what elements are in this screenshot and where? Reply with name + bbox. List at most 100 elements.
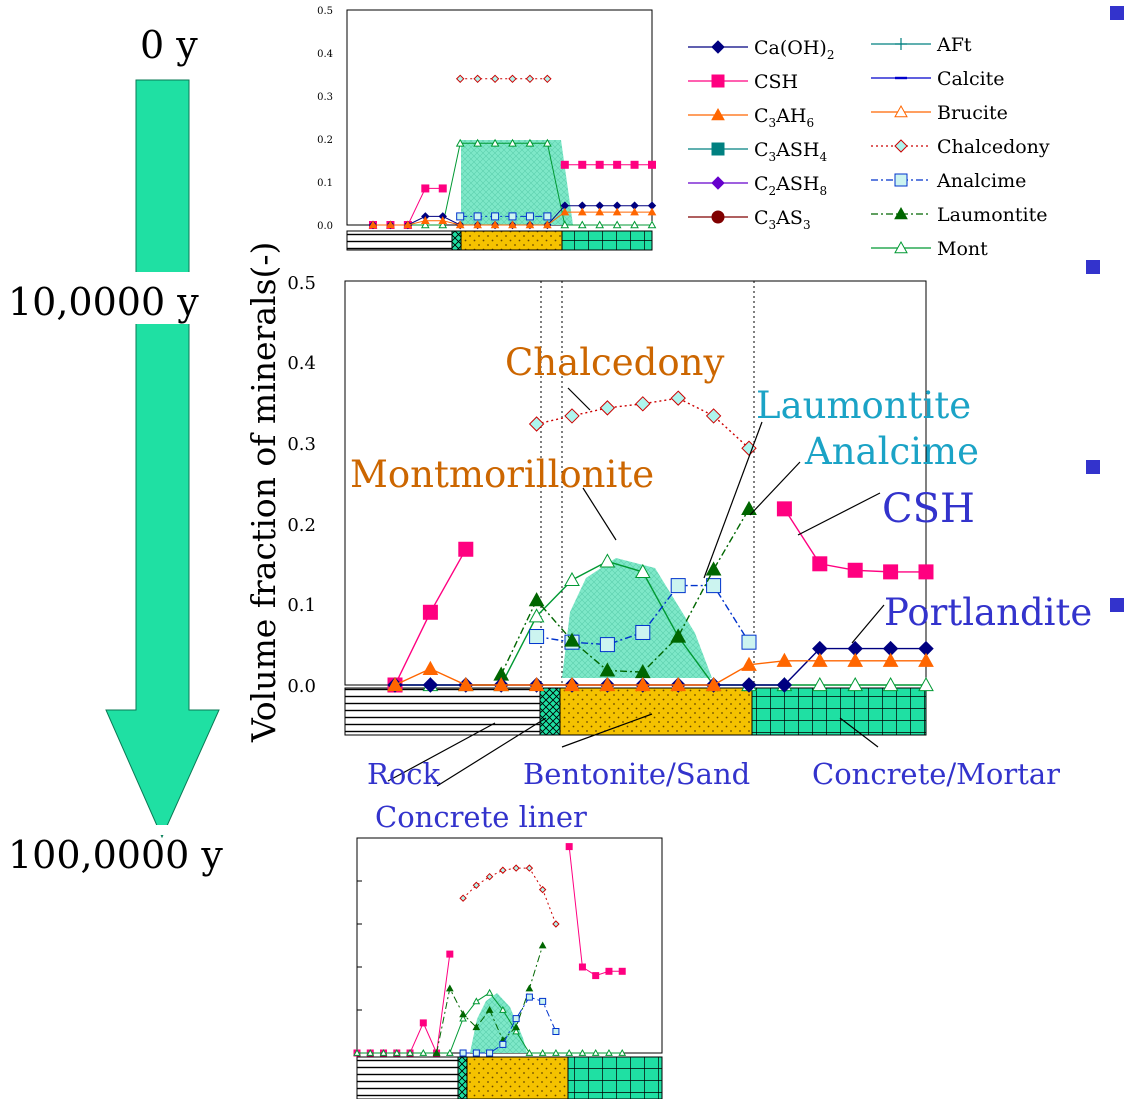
data-point bbox=[918, 676, 934, 692]
leader-bentonite bbox=[561, 713, 653, 748]
data-point bbox=[599, 553, 616, 568]
data-point bbox=[490, 220, 500, 229]
legend-item: C3ASH4 bbox=[688, 139, 828, 164]
mont-area bbox=[562, 558, 712, 678]
data-point bbox=[543, 220, 552, 229]
data-point bbox=[525, 1048, 534, 1056]
data-point bbox=[741, 634, 757, 650]
tick-label: 0.2 bbox=[317, 135, 333, 146]
bullets bbox=[1086, 6, 1124, 612]
zone-label-bentonite: Bentonite/Sand bbox=[523, 757, 750, 791]
data-point bbox=[459, 1049, 467, 1057]
data-point bbox=[560, 220, 570, 229]
zone-bentonite bbox=[466, 1056, 569, 1100]
data-point bbox=[486, 1049, 494, 1057]
data-point bbox=[525, 220, 535, 229]
data-point bbox=[711, 107, 725, 121]
series-line bbox=[394, 660, 926, 686]
data-point bbox=[543, 74, 552, 84]
data-point bbox=[670, 390, 686, 406]
data-point bbox=[776, 652, 793, 667]
data-point bbox=[387, 676, 403, 692]
data-point bbox=[353, 1048, 361, 1056]
bullet bbox=[1086, 260, 1100, 274]
leader-laumontite bbox=[703, 421, 763, 579]
data-point bbox=[490, 74, 500, 84]
data-point bbox=[591, 1048, 600, 1056]
data-point bbox=[528, 676, 545, 692]
legend-item: Chalcedony bbox=[871, 136, 1050, 158]
data-point bbox=[366, 1048, 375, 1056]
data-point bbox=[485, 988, 494, 996]
data-point bbox=[564, 632, 580, 647]
series-chalcedony bbox=[455, 74, 552, 84]
data-point bbox=[490, 138, 500, 147]
data-point bbox=[711, 74, 725, 88]
data-point bbox=[635, 396, 651, 412]
legend-item: Ca(OH)2 bbox=[688, 37, 834, 62]
zone-liner bbox=[539, 687, 561, 736]
timeline-label-100k: 100,0000 y bbox=[8, 833, 223, 877]
zone-liner bbox=[457, 1056, 468, 1100]
data-point bbox=[528, 608, 545, 623]
data-point bbox=[539, 997, 547, 1005]
leader-csh bbox=[797, 492, 881, 536]
data-point bbox=[741, 500, 757, 515]
tick-label: 0.4 bbox=[317, 49, 333, 60]
data-point bbox=[630, 160, 639, 169]
main-chart: 0.0 0.1 0.2 0.3 0.4 0.5 bbox=[287, 273, 1092, 834]
tick-label: 0.0 bbox=[287, 676, 316, 697]
data-point bbox=[420, 220, 430, 229]
mont-area bbox=[470, 993, 527, 1053]
tick-label: 0.5 bbox=[287, 273, 316, 294]
data-point bbox=[459, 1014, 467, 1022]
top-zone-bar bbox=[346, 230, 653, 251]
data-point bbox=[847, 562, 863, 578]
legend-item: Analcime bbox=[871, 170, 1026, 192]
data-point bbox=[564, 676, 580, 692]
data-point bbox=[599, 662, 616, 677]
legend-label: C3AS3 bbox=[754, 207, 811, 232]
data-point bbox=[472, 997, 481, 1005]
data-point bbox=[472, 1049, 480, 1057]
top-y-ticks: 0.0 0.1 0.2 0.3 0.4 0.5 bbox=[317, 6, 333, 232]
data-point bbox=[455, 220, 465, 229]
data-point bbox=[894, 206, 908, 220]
leader-concrete bbox=[839, 717, 879, 748]
data-point bbox=[578, 963, 586, 971]
main-zone-bar bbox=[344, 687, 927, 736]
tick-label: 0.1 bbox=[317, 178, 333, 189]
data-point bbox=[538, 885, 547, 894]
data-point bbox=[438, 220, 448, 229]
legend-item: AFt bbox=[871, 34, 972, 56]
series-line bbox=[462, 867, 557, 925]
data-point bbox=[577, 207, 587, 216]
data-point bbox=[421, 184, 430, 193]
data-point bbox=[379, 1048, 388, 1056]
bottom-zone-bar bbox=[356, 1056, 663, 1100]
data-point bbox=[473, 212, 482, 221]
zone-concrete bbox=[751, 687, 927, 736]
data-point bbox=[564, 571, 580, 587]
tick-label: 0.1 bbox=[287, 595, 316, 616]
annotation-analcime: Analcime bbox=[804, 430, 979, 473]
data-point bbox=[883, 564, 899, 580]
data-point bbox=[647, 207, 657, 216]
data-point bbox=[525, 138, 535, 147]
leader-liner bbox=[436, 717, 547, 787]
data-point bbox=[512, 864, 520, 872]
data-point bbox=[618, 1048, 627, 1056]
main-series bbox=[387, 390, 934, 693]
data-point bbox=[538, 1048, 547, 1056]
legend-item: Mont bbox=[871, 238, 988, 260]
data-point bbox=[741, 656, 757, 671]
annotation-chalcedony: Chalcedony bbox=[505, 341, 724, 384]
data-point bbox=[455, 138, 465, 147]
data-point bbox=[776, 677, 793, 693]
series-analcime bbox=[456, 212, 552, 221]
data-point bbox=[894, 139, 908, 153]
data-point bbox=[605, 1048, 613, 1056]
annotation-montmorillonite: Montmorillonite bbox=[350, 453, 654, 496]
data-point bbox=[422, 604, 438, 620]
